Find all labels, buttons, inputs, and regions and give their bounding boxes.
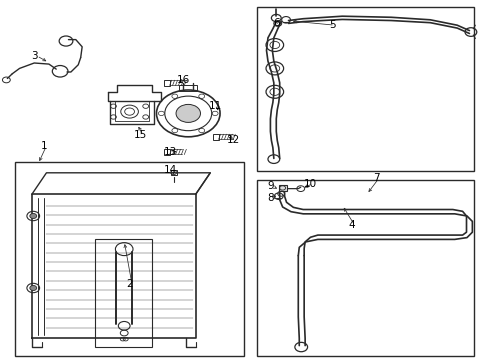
Text: 11: 11 [208, 101, 222, 111]
Text: 8: 8 [266, 193, 273, 203]
Text: 9: 9 [266, 181, 273, 192]
Bar [212, 134, 218, 140]
Circle shape [176, 104, 200, 122]
Bar [278, 185, 286, 191]
Bar [256, 7, 473, 171]
Text: 4: 4 [348, 220, 355, 230]
Bar [95, 239, 151, 347]
Circle shape [30, 285, 37, 291]
Text: 10: 10 [304, 179, 316, 189]
Text: 14: 14 [163, 165, 177, 175]
Text: 1: 1 [41, 141, 47, 151]
Text: 2: 2 [126, 279, 133, 289]
Text: 15: 15 [134, 130, 147, 140]
Circle shape [30, 213, 37, 219]
Bar [163, 149, 169, 155]
Bar [179, 85, 197, 91]
Text: 13: 13 [163, 147, 177, 157]
Text: 12: 12 [226, 135, 240, 145]
Text: 7: 7 [372, 173, 379, 183]
Text: 3: 3 [31, 51, 38, 61]
Text: 16: 16 [176, 75, 190, 85]
Text: 6: 6 [272, 18, 279, 28]
Bar [170, 170, 177, 175]
Bar [256, 180, 473, 356]
Bar [15, 162, 244, 356]
Text: 5: 5 [328, 20, 335, 30]
Bar [163, 80, 169, 86]
